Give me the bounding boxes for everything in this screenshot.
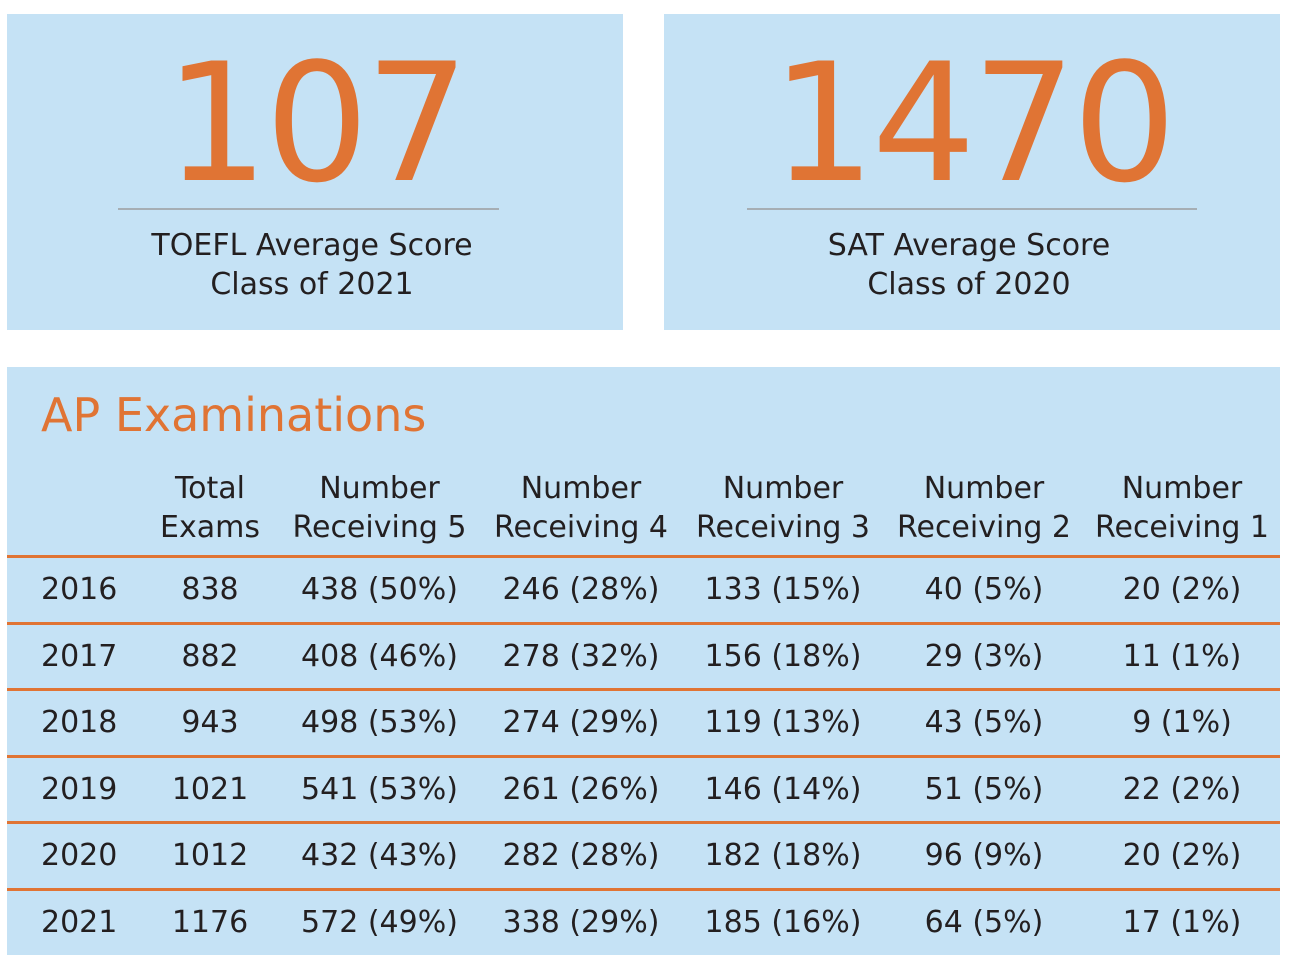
sat-caption-line2: Class of 2020 xyxy=(867,267,1071,302)
cell-total: 882 xyxy=(141,621,279,690)
cell-receiving-3: 185 (16%) xyxy=(682,887,884,954)
header-line1: Number xyxy=(923,471,1045,506)
cell-total: 838 xyxy=(141,555,279,623)
ap-header-row: Total Exams Number Receiving 5 Number Recei… xyxy=(7,467,1280,557)
header-total-exams: Total Exams xyxy=(141,467,279,557)
header-receiving-5: Number Receiving 5 xyxy=(279,467,480,557)
table-row: 2016 838 438 (50%) 246 (28%) 133 (15%) 4… xyxy=(7,555,1280,623)
table-row: 2018 943 498 (53%) 274 (29%) 119 (13%) 4… xyxy=(7,688,1280,756)
header-year xyxy=(7,467,141,557)
header-line2: Receiving 3 xyxy=(695,510,870,545)
cell-receiving-3: 156 (18%) xyxy=(682,621,884,690)
cell-receiving-2: 96 (9%) xyxy=(884,821,1084,889)
cell-receiving-4: 278 (32%) xyxy=(480,621,682,690)
sat-caption: SAT Average Score Class of 2020 xyxy=(661,226,1277,304)
cell-total: 1012 xyxy=(141,821,279,889)
cell-receiving-4: 338 (29%) xyxy=(480,887,682,954)
cell-receiving-2: 64 (5%) xyxy=(884,887,1084,954)
header-line2: Receiving 4 xyxy=(493,510,668,545)
table-row: 2019 1021 541 (53%) 261 (26%) 146 (14%) … xyxy=(7,754,1280,823)
cell-year: 2020 xyxy=(7,821,141,889)
sat-caption-line1: SAT Average Score xyxy=(827,228,1111,263)
cell-year: 2017 xyxy=(7,621,141,690)
cell-receiving-5: 498 (53%) xyxy=(279,688,480,756)
header-receiving-1: Number Receiving 1 xyxy=(1084,467,1280,557)
cell-receiving-3: 146 (14%) xyxy=(682,754,884,823)
cell-receiving-3: 119 (13%) xyxy=(682,688,884,756)
cell-receiving-5: 572 (49%) xyxy=(279,887,480,954)
header-receiving-3: Number Receiving 3 xyxy=(682,467,884,557)
toefl-caption: TOEFL Average Score Class of 2021 xyxy=(4,226,620,304)
header-line2: Exams xyxy=(160,510,260,545)
table-row: 2017 882 408 (46%) 278 (32%) 156 (18%) 2… xyxy=(7,621,1280,690)
cell-receiving-1: 22 (2%) xyxy=(1084,754,1280,823)
header-line2: Receiving 2 xyxy=(896,510,1071,545)
cell-receiving-5: 432 (43%) xyxy=(279,821,480,889)
ap-table: Total Exams Number Receiving 5 Number Recei… xyxy=(7,467,1280,954)
cell-receiving-5: 408 (46%) xyxy=(279,621,480,690)
sat-score-value: 1470 xyxy=(771,28,1176,219)
header-line1: Number xyxy=(1121,471,1243,506)
toefl-divider xyxy=(118,208,499,210)
header-line1: Total xyxy=(174,471,246,506)
sat-card: 1470 SAT Average Score Class of 2020 xyxy=(664,14,1280,330)
header-receiving-2: Number Receiving 2 xyxy=(884,467,1084,557)
cell-year: 2021 xyxy=(7,887,141,954)
toefl-caption-line1: TOEFL Average Score xyxy=(151,228,473,263)
cell-total: 1176 xyxy=(141,887,279,954)
ap-examinations-panel: AP Examinations Total Exams Number Receivi… xyxy=(7,367,1280,955)
cell-total: 943 xyxy=(141,688,279,756)
toefl-caption-line2: Class of 2021 xyxy=(210,267,414,302)
cell-receiving-1: 17 (1%) xyxy=(1084,887,1280,954)
header-line1: Number xyxy=(319,471,440,506)
cell-receiving-1: 20 (2%) xyxy=(1084,555,1280,623)
sat-divider xyxy=(747,208,1197,210)
cell-receiving-1: 9 (1%) xyxy=(1084,688,1280,756)
cell-receiving-4: 282 (28%) xyxy=(480,821,682,889)
cell-receiving-4: 274 (29%) xyxy=(480,688,682,756)
cell-receiving-2: 43 (5%) xyxy=(884,688,1084,756)
cell-year: 2019 xyxy=(7,754,141,823)
ap-title: AP Examinations xyxy=(41,388,427,442)
cell-receiving-1: 11 (1%) xyxy=(1084,621,1280,690)
cell-year: 2018 xyxy=(7,688,141,756)
cell-receiving-1: 20 (2%) xyxy=(1084,821,1280,889)
cell-receiving-4: 261 (26%) xyxy=(480,754,682,823)
header-line2: Receiving 5 xyxy=(292,510,467,545)
table-row: 2021 1176 572 (49%) 338 (29%) 185 (16%) … xyxy=(7,887,1280,954)
cell-receiving-2: 40 (5%) xyxy=(884,555,1084,623)
table-row: 2020 1012 432 (43%) 282 (28%) 182 (18%) … xyxy=(7,821,1280,889)
header-line2: Receiving 1 xyxy=(1094,510,1269,545)
header-line1: Number xyxy=(520,471,642,506)
cell-receiving-5: 438 (50%) xyxy=(279,555,480,623)
toefl-score-value: 107 xyxy=(164,28,469,219)
cell-receiving-5: 541 (53%) xyxy=(279,754,480,823)
cell-receiving-3: 182 (18%) xyxy=(682,821,884,889)
cell-year: 2016 xyxy=(7,555,141,623)
cell-receiving-3: 133 (15%) xyxy=(682,555,884,623)
header-receiving-4: Number Receiving 4 xyxy=(480,467,682,557)
cell-receiving-4: 246 (28%) xyxy=(480,555,682,623)
cell-total: 1021 xyxy=(141,754,279,823)
toefl-card: 107 TOEFL Average Score Class of 2021 xyxy=(7,14,623,330)
header-line1: Number xyxy=(722,471,844,506)
cell-receiving-2: 51 (5%) xyxy=(884,754,1084,823)
cell-receiving-2: 29 (3%) xyxy=(884,621,1084,690)
